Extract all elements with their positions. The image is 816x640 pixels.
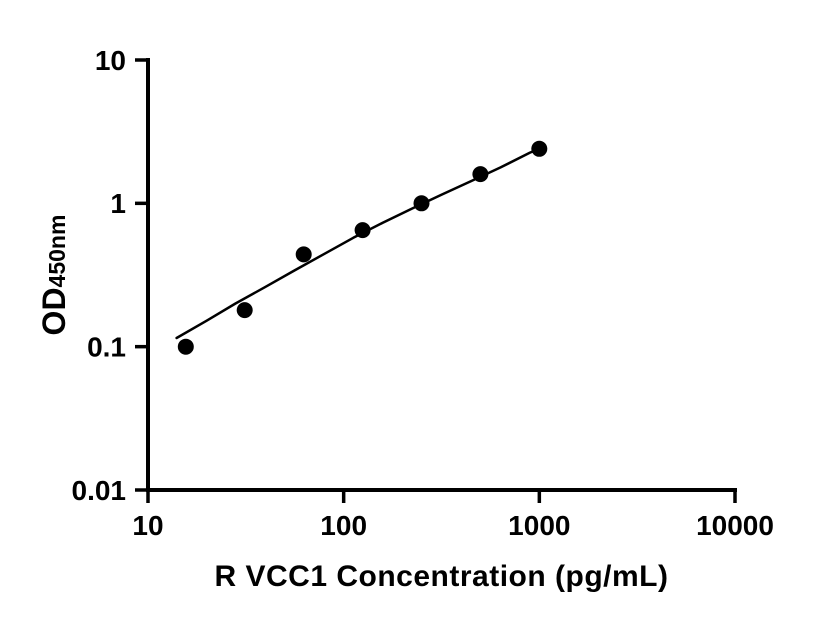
y-axis-title-sub: 450nm [44,214,70,288]
x-axis-tick-label: 10 [132,510,163,541]
x-axis-tick-label: 1000 [508,510,570,541]
y-axis-tick-label: 10 [95,45,126,76]
data-point [531,140,548,157]
data-point [354,222,371,239]
x-axis-tick-label: 10000 [696,510,774,541]
y-axis-title-main: OD [36,287,72,336]
data-point [236,302,253,319]
y-axis-tick-label: 0.01 [72,475,127,506]
data-point [177,338,194,355]
y-axis-title: OD450nm [32,175,76,375]
y-axis-tick-label: 1 [110,188,126,219]
axis-spines [146,58,737,492]
data-point [295,246,312,263]
x-axis-title: R VCC1 Concentration (pg/mL) [148,560,735,594]
data-point [472,166,489,183]
data-point [413,195,430,212]
y-axis-tick-label: 0.1 [87,331,126,362]
x-axis-tick-label: 100 [320,510,367,541]
x-axis-title-text: R VCC1 Concentration (pg/mL) [214,560,669,593]
